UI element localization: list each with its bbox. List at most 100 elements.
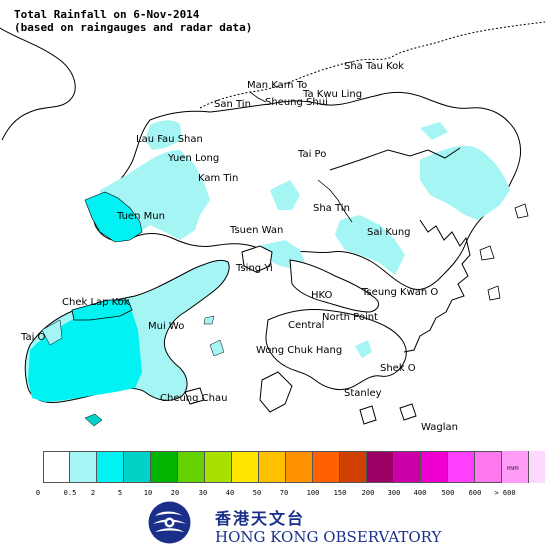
legend-tick-label: 40 — [225, 489, 235, 497]
legend-swatch — [259, 451, 286, 483]
place-label-tuen-mun: Tuen Mun — [117, 211, 165, 222]
place-label-shek-o: Shek O — [380, 363, 416, 374]
place-label-sha-tau-kok: Sha Tau Kok — [344, 61, 405, 72]
river-shenzhen — [249, 91, 267, 103]
rain-band-light-5 — [420, 145, 510, 220]
legend-tick-label: 50 — [252, 489, 262, 497]
place-label-north-point: North Point — [322, 312, 378, 323]
logo-english-name: HONG KONG OBSERVATORY — [215, 528, 442, 546]
legend-swatch — [97, 451, 124, 483]
island-small-2 — [209, 339, 225, 357]
place-label-san-tin: San Tin — [214, 99, 251, 110]
legend-swatch — [70, 451, 97, 483]
map-title: Total Rainfall on 6-Nov-2014 — [14, 8, 200, 21]
legend-tick-label: 400 — [413, 489, 427, 497]
place-label-stanley: Stanley — [344, 388, 382, 399]
legend-tick-label: 2 — [90, 489, 96, 497]
legend-tick-label: 500 — [441, 489, 455, 497]
place-label-wong-chuk-hang: Wong Chuk Hang — [256, 345, 343, 356]
place-label-cheung-chau: Cheung Chau — [160, 393, 228, 404]
place-label-sha-tin: Sha Tin — [313, 203, 350, 214]
rain-band-light-2 — [145, 120, 182, 150]
rain-band-light-3 — [270, 180, 300, 210]
legend-tick-label: 10 — [143, 489, 153, 497]
island-small-1 — [84, 413, 103, 427]
legend-tick-label: 5 — [117, 489, 123, 497]
legend-unit: mm — [507, 465, 519, 472]
legend-swatch — [475, 451, 502, 483]
legend-swatch — [232, 451, 259, 483]
hko-logo-icon — [148, 501, 191, 544]
legend-swatch — [205, 451, 232, 483]
land-cheung-chau — [184, 387, 205, 405]
legend-tick-label: 150 — [333, 489, 347, 497]
place-label-tsing-yi: Tsing Yi — [236, 263, 273, 274]
land-tsing-yi — [241, 245, 273, 273]
legend-tick-label: 300 — [387, 489, 401, 497]
legend-tick-label: 200 — [361, 489, 375, 497]
rain-band-moderate-lantau — [28, 308, 142, 402]
land-waglan — [399, 403, 417, 421]
legend-tick-label: 0 — [35, 489, 41, 497]
place-label-tai-po: Tai Po — [298, 149, 327, 160]
rainfall-legend — [43, 451, 545, 483]
land-chek-lap-kok — [71, 299, 133, 321]
legend-swatch — [286, 451, 313, 483]
legend-swatch — [340, 451, 367, 483]
place-label-mui-wo: Mui Wo — [148, 321, 185, 332]
island-east-1 — [487, 285, 501, 301]
legend-tick-label: 600 — [468, 489, 482, 497]
legend-swatch — [529, 451, 545, 483]
place-label-sheung-shui: Sheung Shui — [265, 97, 328, 108]
river-shing-mun — [317, 179, 353, 223]
legend-swatch — [43, 451, 70, 483]
place-label-lau-fau-shan: Lau Fau Shan — [136, 134, 203, 145]
coastline-north — [0, 27, 76, 141]
legend-tick-label: 0.5 — [63, 489, 77, 497]
legend-swatch — [367, 451, 394, 483]
land-kowloon — [289, 259, 380, 313]
coastline-mainland — [0, 0, 545, 188]
place-label-central: Central — [288, 320, 325, 331]
place-label-chek-lap-kok: Chek Lap Kok — [62, 297, 130, 308]
place-label-sai-kung: Sai Kung — [367, 227, 411, 238]
legend-tick-label: 100 — [306, 489, 320, 497]
map-subtitle: (based on raingauges and radar data) — [14, 21, 253, 34]
legend-swatch — [394, 451, 421, 483]
legend-swatch — [178, 451, 205, 483]
place-label-ta-kwu-ling: Ta Kwu Ling — [303, 89, 363, 100]
legend-swatch — [313, 451, 340, 483]
legend-tick-label: 20 — [170, 489, 180, 497]
legend-swatch — [124, 451, 151, 483]
rain-band-light-4 — [335, 215, 405, 275]
legend-swatch — [448, 451, 475, 483]
place-label-yuen-long: Yuen Long — [168, 153, 220, 164]
place-label-hko: HKO — [311, 290, 333, 301]
legend-swatch — [502, 451, 529, 483]
legend-tick-label: 70 — [279, 489, 289, 497]
island-small-3 — [203, 315, 215, 325]
rain-band-light-hki — [355, 340, 372, 358]
place-label-tsuen-wan: Tsuen Wan — [230, 225, 284, 236]
land-lantau-inner — [41, 319, 63, 346]
coast-tolo — [329, 147, 461, 171]
place-label-kam-tin: Kam Tin — [198, 173, 239, 184]
place-label-man-kam-to: Man Kam To — [247, 80, 308, 91]
place-label-tai-o: Tai O — [21, 332, 46, 343]
island-east-3 — [479, 245, 495, 261]
legend-tick-label: 30 — [198, 489, 208, 497]
place-label-tseung-kwan-o: Tseung Kwan O — [362, 287, 439, 298]
logo-chinese-name: 香港天文台 — [215, 509, 306, 528]
rain-band-moderate-tuen-mun — [84, 191, 143, 243]
land-lamma — [259, 371, 293, 413]
island-east-2 — [514, 203, 529, 219]
place-label-waglan: Waglan — [421, 422, 458, 433]
legend-tick-label: > 600 — [494, 489, 516, 497]
rain-band-light-6 — [420, 122, 448, 140]
land-po-toi — [359, 405, 377, 425]
legend-swatch — [151, 451, 178, 483]
legend-swatch — [421, 451, 448, 483]
coast-sai-kung — [403, 219, 471, 353]
land-hong-kong-island — [265, 309, 407, 391]
